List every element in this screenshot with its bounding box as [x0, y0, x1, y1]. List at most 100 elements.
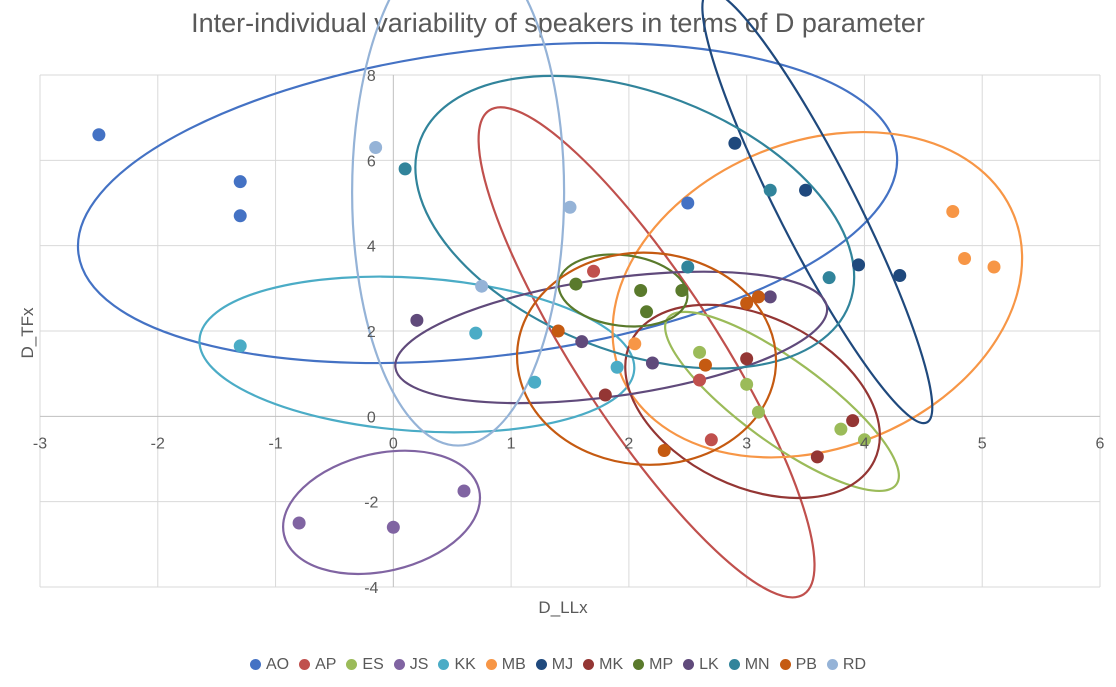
legend-item-js: JS: [393, 656, 429, 674]
data-point-mp: [675, 283, 689, 297]
legend-label: LK: [699, 656, 719, 673]
data-point-ao: [92, 128, 106, 142]
data-point-ap: [693, 373, 707, 387]
legend-item-mk: MK: [583, 656, 623, 674]
cluster-ellipse-mn: [414, 74, 856, 370]
x-tick-label: 1: [507, 435, 516, 452]
axis-layer: [40, 75, 1100, 587]
legend-label: JS: [409, 656, 429, 673]
data-point-pb: [698, 358, 712, 372]
data-point-mp: [569, 277, 583, 291]
data-point-lk: [410, 313, 424, 327]
legend-item-ap: AP: [299, 656, 336, 674]
data-point-es: [857, 433, 871, 447]
data-point-lk: [763, 290, 777, 304]
label-layer: -3 -2 -1 0 1 2 3 4 5 6 -4 -2 0 2 4 6 8: [33, 68, 1105, 597]
data-point-js: [457, 484, 471, 498]
legend-label: KK: [454, 656, 476, 673]
legend-marker: [299, 659, 311, 670]
legend-label: MN: [744, 656, 770, 673]
data-point-mk: [598, 388, 612, 402]
data-point-mn: [763, 183, 777, 197]
data-point-js: [386, 520, 400, 534]
y-tick-label: 6: [367, 153, 376, 170]
legend-marker: [779, 659, 791, 670]
x-tick-label: 5: [978, 435, 987, 452]
cluster-ellipse-ap: [477, 106, 816, 599]
legend-label: RD: [842, 656, 867, 673]
data-point-js: [292, 516, 306, 530]
legend-item-kk: KK: [438, 656, 476, 674]
legend-label: AO: [265, 656, 290, 673]
cluster-ellipse-lk: [394, 270, 829, 405]
data-point-kk: [469, 326, 483, 340]
cluster-ellipse-rd: [351, 0, 566, 447]
data-point-mn: [681, 260, 695, 274]
legend-marker: [633, 659, 645, 670]
cluster-ellipse-mj: [701, 0, 934, 425]
data-point-mn: [822, 271, 836, 285]
chart-title: Inter-individual variability of speakers…: [191, 8, 925, 38]
data-point-ao: [233, 175, 247, 189]
x-tick-label: 6: [1096, 435, 1105, 452]
legend-marker: [728, 659, 740, 670]
data-point-mk: [740, 352, 754, 366]
legend-item-mj: MJ: [535, 656, 574, 674]
x-tick-label: -2: [151, 435, 165, 452]
data-point-kk: [610, 360, 624, 374]
legend-item-rd: RD: [826, 656, 867, 674]
data-point-pb: [551, 324, 565, 338]
x-tick-label: 2: [624, 435, 633, 452]
y-axis-title: D_TFx: [18, 307, 37, 359]
y-tick-label: 4: [367, 239, 376, 256]
grid-layer: [39, 74, 1101, 588]
legend-label: MJ: [551, 656, 574, 673]
legend-label: AP: [315, 656, 337, 673]
data-point-kk: [528, 375, 542, 389]
legend-marker: [346, 659, 358, 670]
data-point-mj: [852, 258, 866, 272]
data-point-ap: [704, 433, 718, 447]
legend-item-pb: PB: [779, 656, 817, 674]
data-point-ap: [587, 264, 601, 278]
data-point-mb: [628, 337, 642, 351]
x-tick-label: 0: [389, 435, 398, 452]
data-point-pb: [657, 443, 671, 457]
legend-label: MK: [599, 656, 624, 673]
cluster-ellipse-kk: [198, 275, 636, 434]
data-point-mp: [634, 283, 648, 297]
data-point-es: [693, 345, 707, 359]
legend-marker: [438, 659, 450, 670]
legend-marker: [583, 659, 595, 670]
data-point-mb: [987, 260, 1001, 274]
data-point-rd: [369, 141, 383, 155]
y-tick-label: 2: [367, 324, 376, 341]
data-point-mb: [958, 251, 972, 265]
data-point-rd: [475, 279, 489, 293]
data-point-rd: [563, 200, 577, 214]
data-point-lk: [575, 335, 589, 349]
y-tick-label: -2: [364, 495, 378, 512]
legend-marker: [535, 659, 547, 670]
legend-marker: [826, 659, 838, 670]
data-point-mk: [846, 414, 860, 428]
cluster-ellipse-mp: [557, 253, 689, 328]
legend-label: MP: [649, 656, 674, 673]
data-point-mn: [398, 162, 412, 176]
data-point-mk: [810, 450, 824, 464]
data-point-mb: [946, 205, 960, 219]
x-axis-title: D_LLx: [538, 598, 588, 617]
data-point-lk: [645, 356, 659, 370]
cluster-ellipse-mk: [624, 303, 881, 500]
y-tick-label: 0: [367, 409, 376, 426]
legend-label: PB: [795, 656, 817, 673]
cluster-ellipse-es: [664, 310, 900, 493]
x-tick-label: 3: [742, 435, 751, 452]
ellipse-layer: [76, 0, 1024, 599]
cluster-ellipse-ao: [76, 41, 899, 365]
legend-item-mn: MN: [728, 656, 770, 674]
x-tick-label: 4: [860, 435, 869, 452]
legend-item-mb: MB: [485, 656, 526, 674]
legend-marker: [249, 659, 261, 670]
